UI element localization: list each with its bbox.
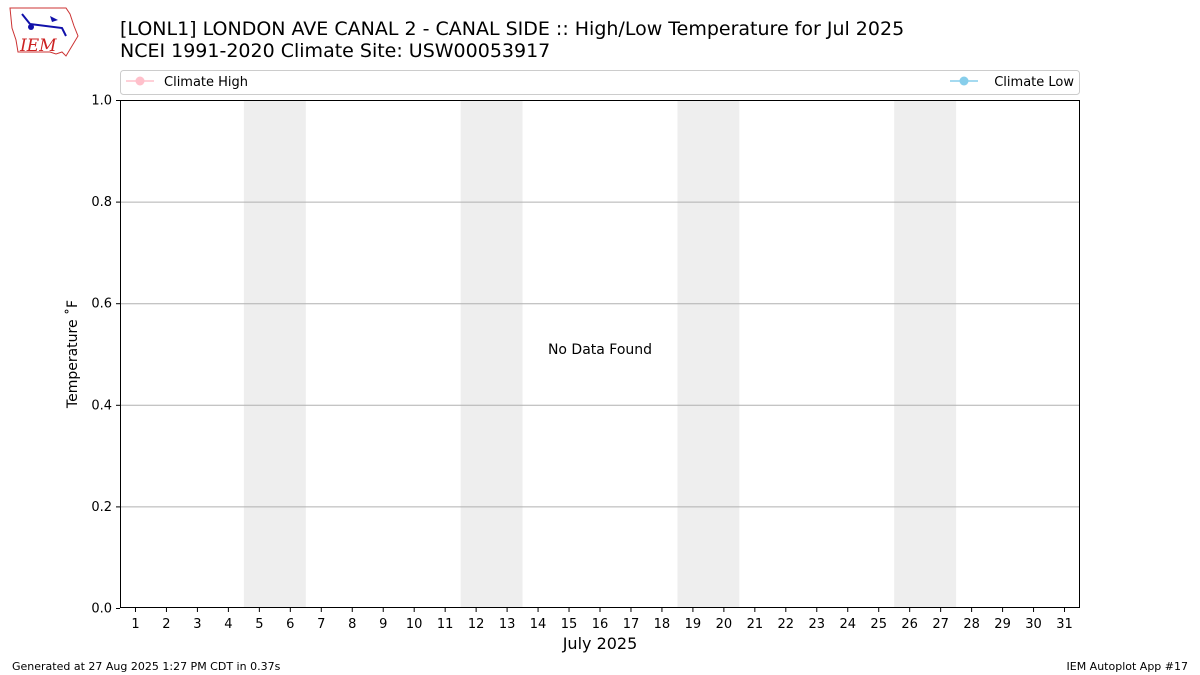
footer-app: IEM Autoplot App #17 <box>1067 660 1189 673</box>
x-tick-label: 23 <box>809 617 826 632</box>
x-tick-label: 11 <box>437 617 454 632</box>
x-tick-label: 17 <box>623 617 640 632</box>
x-tick-label: 5 <box>255 617 263 632</box>
x-tick-label: 19 <box>685 617 702 632</box>
x-tick-label: 2 <box>162 617 170 632</box>
weekend-band-2 <box>460 100 523 608</box>
legend-item-climate-low: Climate Low <box>950 75 1074 90</box>
x-tick-label: 22 <box>778 617 795 632</box>
y-tick-label: 1.0 <box>91 94 112 109</box>
y-tick-label: 0.8 <box>91 195 112 210</box>
x-tick-label: 20 <box>716 617 733 632</box>
x-tick-label: 9 <box>379 617 387 632</box>
x-tick-label: 30 <box>1025 617 1042 632</box>
x-tick-label: 28 <box>963 617 980 632</box>
iem-logo-text: IEM <box>19 36 57 56</box>
chart-title: [LONL1] LONDON AVE CANAL 2 - CANAL SIDE … <box>120 18 904 40</box>
x-tick-label: 15 <box>561 617 578 632</box>
x-tick-label: 7 <box>317 617 325 632</box>
x-tick-label: 10 <box>406 617 423 632</box>
x-tick-label: 29 <box>994 617 1011 632</box>
y-tick-label: 0.2 <box>91 500 112 515</box>
y-axis: 0.0 0.2 0.4 0.6 0.8 1.0 <box>91 94 120 617</box>
weekend-band-4 <box>894 100 957 608</box>
legend: Climate High Climate Low <box>120 70 1080 95</box>
x-tick-label: 16 <box>592 617 609 632</box>
weekend-shading <box>243 100 957 608</box>
x-tick-label: 8 <box>348 617 356 632</box>
x-tick-label: 6 <box>286 617 294 632</box>
x-tick-label: 1 <box>131 617 139 632</box>
footer-generated: Generated at 27 Aug 2025 1:27 PM CDT in … <box>12 660 281 673</box>
x-tick-label: 12 <box>468 617 485 632</box>
x-tick-label: 31 <box>1056 617 1073 632</box>
x-axis-label: July 2025 <box>562 634 638 653</box>
x-tick-label: 26 <box>901 617 918 632</box>
y-tick-label: 0.0 <box>91 602 112 617</box>
x-tick-label: 24 <box>839 617 856 632</box>
x-tick-label: 18 <box>654 617 671 632</box>
x-tick-label: 14 <box>530 617 547 632</box>
y-tick-label: 0.6 <box>91 297 112 312</box>
no-data-message: No Data Found <box>548 342 652 358</box>
y-tick-label: 0.4 <box>91 398 112 413</box>
legend-item-climate-high: Climate High <box>126 75 248 90</box>
x-tick-label: 27 <box>932 617 949 632</box>
x-tick-label: 13 <box>499 617 516 632</box>
iem-logo: IEM <box>9 7 79 57</box>
weekend-band-3 <box>677 100 740 608</box>
legend-label-climate-high: Climate High <box>164 75 248 90</box>
x-axis: 1 2 3 4 5 6 7 8 9 10 11 12 13 14 15 16 17 18 19 20 21 22 23 24 2… <box>131 608 1073 632</box>
grid-lines <box>120 201 1080 508</box>
x-tick-label: 21 <box>747 617 764 632</box>
plot-frame <box>120 100 1080 608</box>
x-tick-label: 4 <box>224 617 232 632</box>
chart-subtitle: NCEI 1991-2020 Climate Site: USW00053917 <box>120 40 550 62</box>
weekend-band-1 <box>243 100 306 608</box>
x-tick-label: 25 <box>870 617 887 632</box>
x-tick-label: 3 <box>193 617 201 632</box>
legend-label-climate-low: Climate Low <box>994 75 1074 90</box>
y-axis-label: Temperature ˚F <box>64 300 81 409</box>
